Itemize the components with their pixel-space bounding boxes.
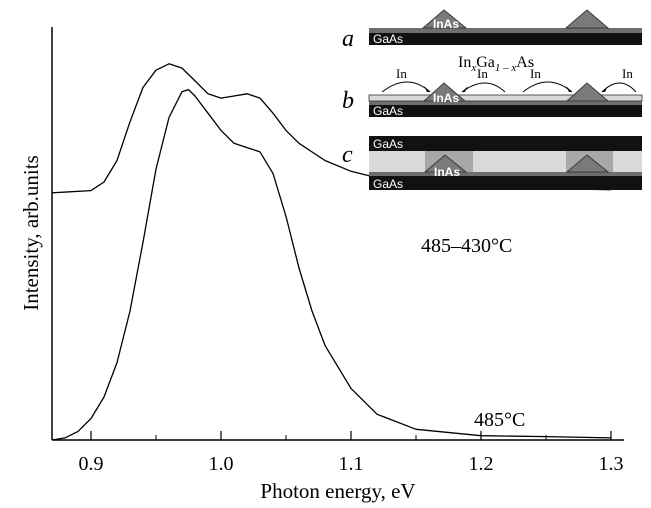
gaas-label-c: GaAs [373,177,403,191]
y-axis-title: Intensity, arb.units [19,155,43,311]
inas-label-b: InAs [433,91,459,105]
inset-panel-c: c GaAs InAs GaAs [342,136,642,191]
quantum-dot-c1 [423,154,468,173]
quantum-dot-a2 [564,9,610,29]
arrowhead-2 [462,86,468,92]
quantum-dot-b2 [565,82,610,102]
series-group [51,63,612,441]
arrowhead-3 [566,86,572,92]
wetting-layer-b [369,101,642,105]
arrow-3 [522,81,573,93]
curve-label-485: 485°C [474,409,525,431]
panel-letter-a: a [342,26,354,52]
gaas-cap-label: GaAs [373,137,403,151]
inas-label-c: InAs [434,165,460,179]
quantum-dot-a1 [421,9,468,29]
x-tick-label-2: 1.1 [339,453,364,475]
in-label-4: In [622,66,633,81]
arrowhead-4 [602,86,608,92]
inset-panel-b: b InxGa1 – xAs InAs GaAs [342,54,643,118]
in-migration-arrows [381,81,637,93]
gaas-substrate-b [369,105,642,117]
ingaas-layer-b [368,94,643,102]
quantum-dot-b1 [422,82,467,102]
wetting-layer-c [369,172,642,176]
quantum-dot-c2 [565,154,610,173]
curve-label-485-430: 485–430°C [421,235,512,257]
wetting-layer-a [369,28,642,33]
in-label-3: In [530,66,541,81]
gaas-substrate-a [369,33,642,45]
in-label-2: In [477,66,488,81]
gaas-cap-c [369,136,642,151]
ingaas-formula: InxGa1 – xAs [458,54,534,74]
in-label-1: In [396,66,407,81]
arrow-2 [461,82,506,93]
x-tick-label-0: 0.9 [79,453,104,475]
inset-panel-a: a InAs GaAs [342,9,642,52]
x-tick-label-4: 1.3 [599,453,624,475]
x-tick-labels: 0.9 1.0 1.1 1.2 1.3 [79,453,624,475]
arrowhead-1 [424,86,430,92]
x-tick-label-3: 1.2 [469,453,494,475]
x-tick-label-1: 1.0 [209,453,234,475]
inset-schematic: a InAs GaAs b InxGa1 – xAs InAs GaAs [342,9,643,191]
arrow-heads [424,86,608,92]
plot-area: 0.9 1.0 1.1 1.2 1.3 Photon energy, eV Intens… [19,27,624,503]
x-axis-title: Photon energy, eV [260,479,415,503]
gaas-label-b: GaAs [373,104,403,118]
inas-label-a: InAs [433,17,459,31]
gaas-label-a: GaAs [373,32,403,46]
panel-letter-b: b [342,88,354,114]
arrow-1 [381,81,431,93]
gaas-substrate-c [369,176,642,190]
series-line-1 [51,88,612,441]
x-ticks [90,431,612,440]
panel-letter-c: c [342,142,353,168]
